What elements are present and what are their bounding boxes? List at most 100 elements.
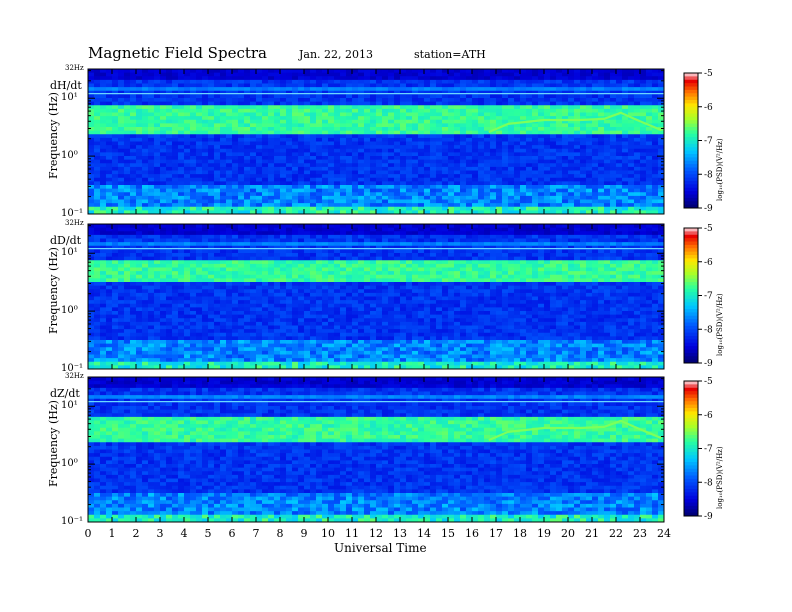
spectrogram-cell <box>214 347 221 352</box>
spectrogram-cell <box>118 206 125 211</box>
spectrogram-cell <box>196 185 203 190</box>
spectrogram-cell <box>418 148 425 153</box>
spectrogram-cell <box>196 343 203 348</box>
spectrogram-cell <box>268 76 275 81</box>
spectrogram-cell <box>460 90 467 95</box>
spectrogram-cell <box>394 127 401 132</box>
spectrogram-cell <box>106 112 113 117</box>
spectrogram-cell <box>118 210 125 215</box>
spectrogram-cell <box>502 195 509 200</box>
spectrogram-cell <box>460 166 467 171</box>
spectrogram-cell <box>388 134 395 139</box>
spectrogram-cell <box>142 174 149 179</box>
spectrogram-cell <box>508 174 515 179</box>
spectrogram-cell <box>226 350 233 355</box>
spectrogram-cell <box>208 332 215 337</box>
spectrogram-cell <box>172 340 179 345</box>
spectrogram-cell <box>472 127 479 132</box>
spectrogram-cell <box>154 234 161 239</box>
spectrogram-cell <box>286 203 293 208</box>
spectrogram-cell <box>166 141 173 146</box>
spectrogram-cell <box>418 199 425 204</box>
spectrogram-cell <box>532 141 539 146</box>
spectrogram-cell <box>106 318 113 323</box>
spectrogram-cell <box>250 76 257 81</box>
spectrogram-cell <box>622 119 629 124</box>
spectrogram-cell <box>478 69 485 74</box>
spectrogram-cell <box>154 156 161 161</box>
spectrogram-cell <box>166 130 173 135</box>
spectrogram-cell <box>214 336 221 341</box>
spectrogram-cell <box>142 206 149 211</box>
spectrogram-cell <box>538 108 545 113</box>
spectrogram-cell <box>484 156 491 161</box>
spectrogram-cell <box>454 76 461 81</box>
spectrogram-cell <box>544 177 551 182</box>
spectrogram-cell <box>136 148 143 153</box>
spectrogram-cell <box>232 321 239 326</box>
spectrogram-cell <box>142 112 149 117</box>
spectrogram-cell <box>166 170 173 175</box>
spectrogram-cell <box>592 112 599 117</box>
spectrogram-cell <box>406 174 413 179</box>
spectrogram-cell <box>166 347 173 352</box>
spectrogram-cell <box>196 98 203 103</box>
spectrogram-cell <box>112 263 119 268</box>
spectrogram-cell <box>580 185 587 190</box>
spectrogram-cell <box>550 137 557 142</box>
spectrogram-cell <box>322 87 329 92</box>
spectrogram-cell <box>322 159 329 164</box>
spectrogram-cell <box>118 127 125 132</box>
spectrogram-cell <box>490 192 497 197</box>
spectrogram-cell <box>364 185 371 190</box>
spectrogram-cell <box>244 87 251 92</box>
spectrogram-cell <box>160 90 167 95</box>
spectrogram-cell <box>94 170 101 175</box>
spectrogram-cell <box>136 141 143 146</box>
spectrogram-cell <box>184 343 191 348</box>
spectrogram-cell <box>160 112 167 117</box>
spectrogram-cell <box>598 69 605 74</box>
spectrogram-cell <box>364 152 371 157</box>
spectrogram-cell <box>478 76 485 81</box>
spectrogram-cell <box>274 141 281 146</box>
spectrogram-cell <box>508 87 515 92</box>
spectrogram-cell <box>220 108 227 113</box>
spectrogram-cell <box>94 354 101 359</box>
spectrogram-cell <box>172 148 179 153</box>
spectrogram-cell <box>196 321 203 326</box>
spectrogram-cell <box>556 210 563 215</box>
spectrogram-cell <box>328 130 335 135</box>
spectrogram-cell <box>286 141 293 146</box>
spectrogram-cell <box>370 130 377 135</box>
spectrogram-cell <box>160 76 167 81</box>
spectrogram-cell <box>202 203 209 208</box>
spectrogram-cell <box>346 116 353 121</box>
spectrogram-cell <box>472 72 479 77</box>
spectrogram-cell <box>304 141 311 146</box>
colorbar-segment <box>684 83 698 88</box>
spectrogram-cell <box>322 69 329 74</box>
spectrogram-cell <box>364 210 371 215</box>
spectrogram-cell <box>652 134 659 139</box>
spectrogram-cell <box>652 199 659 204</box>
spectrogram-cell <box>172 112 179 117</box>
spectrogram-cell <box>226 101 233 106</box>
spectrogram-cell <box>556 127 563 132</box>
spectrogram-cell <box>88 192 95 197</box>
spectrogram-cell <box>478 170 485 175</box>
spectrogram-cell <box>406 181 413 186</box>
spectrogram-cell <box>586 174 593 179</box>
spectrogram-cell <box>472 98 479 103</box>
spectrogram-cell <box>136 123 143 128</box>
spectrogram-cell <box>142 116 149 121</box>
spectrogram-cell <box>196 231 203 236</box>
spectrogram-cell <box>142 141 149 146</box>
spectrogram-cell <box>532 69 539 74</box>
spectrogram-cell <box>598 94 605 99</box>
spectrogram-cell <box>550 79 557 84</box>
spectrogram-cell <box>634 108 641 113</box>
spectrogram-cell <box>292 76 299 81</box>
spectrogram-cell <box>94 210 101 215</box>
spectrogram-cell <box>418 83 425 88</box>
